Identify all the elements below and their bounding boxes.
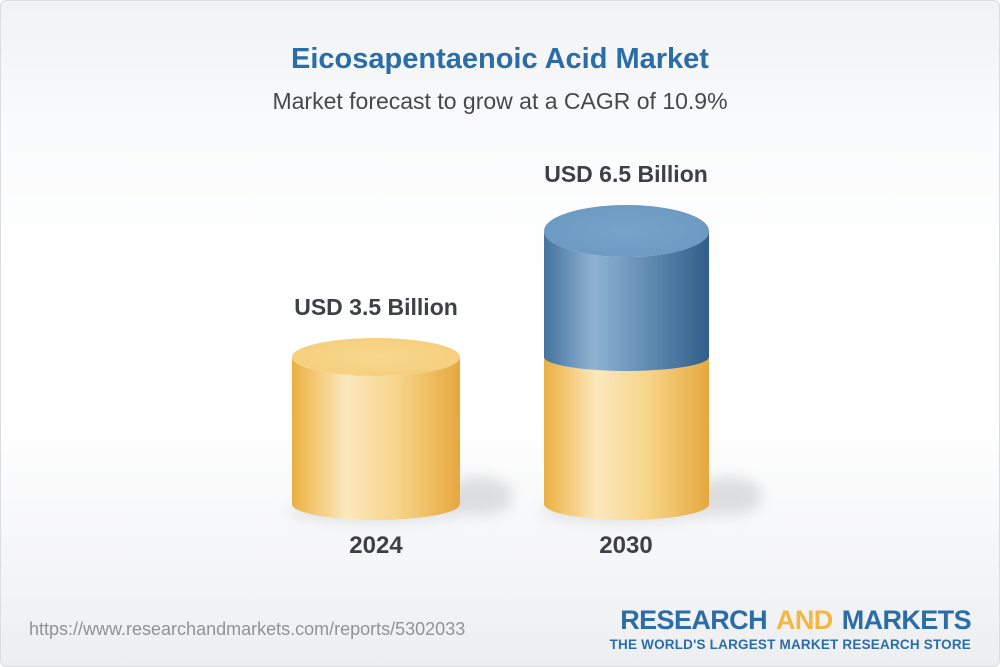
page-subtitle: Market forecast to grow at a CAGR of 10.… <box>272 88 728 114</box>
logo-word-markets: MARKETS <box>841 604 972 635</box>
bar-cast-shadow <box>445 477 513 515</box>
value-label-2024: USD 3.5 Billion <box>294 294 458 320</box>
research-and-markets-logo: RESEARCH AND MARKETS THE WORLD'S LARGEST… <box>609 604 972 653</box>
value-label-2030: USD 6.5 Billion <box>544 161 708 187</box>
footer: https://www.researchandmarkets.com/repor… <box>1 592 999 666</box>
bar-cylinder-segment <box>292 357 460 520</box>
report-url: https://www.researchandmarkets.com/repor… <box>29 618 466 639</box>
cylinder-top <box>544 205 709 257</box>
bar-cylinder-segment <box>544 357 709 520</box>
page-title: Eicosapentaenoic Acid Market <box>291 43 709 75</box>
logo-word-research: RESEARCH <box>620 604 767 635</box>
x-axis-label-2030: 2030 <box>599 532 653 559</box>
logo-word-and: AND <box>775 604 833 635</box>
logo-tagline: THE WORLD'S LARGEST MARKET RESEARCH STOR… <box>609 637 971 653</box>
logo-wordmark: RESEARCH AND MARKETS <box>620 604 972 635</box>
x-axis-label-2024: 2024 <box>349 532 403 559</box>
bar-cylinder-segment <box>544 231 709 371</box>
cylinder-top <box>292 338 460 376</box>
bar-cast-shadow <box>694 477 762 515</box>
